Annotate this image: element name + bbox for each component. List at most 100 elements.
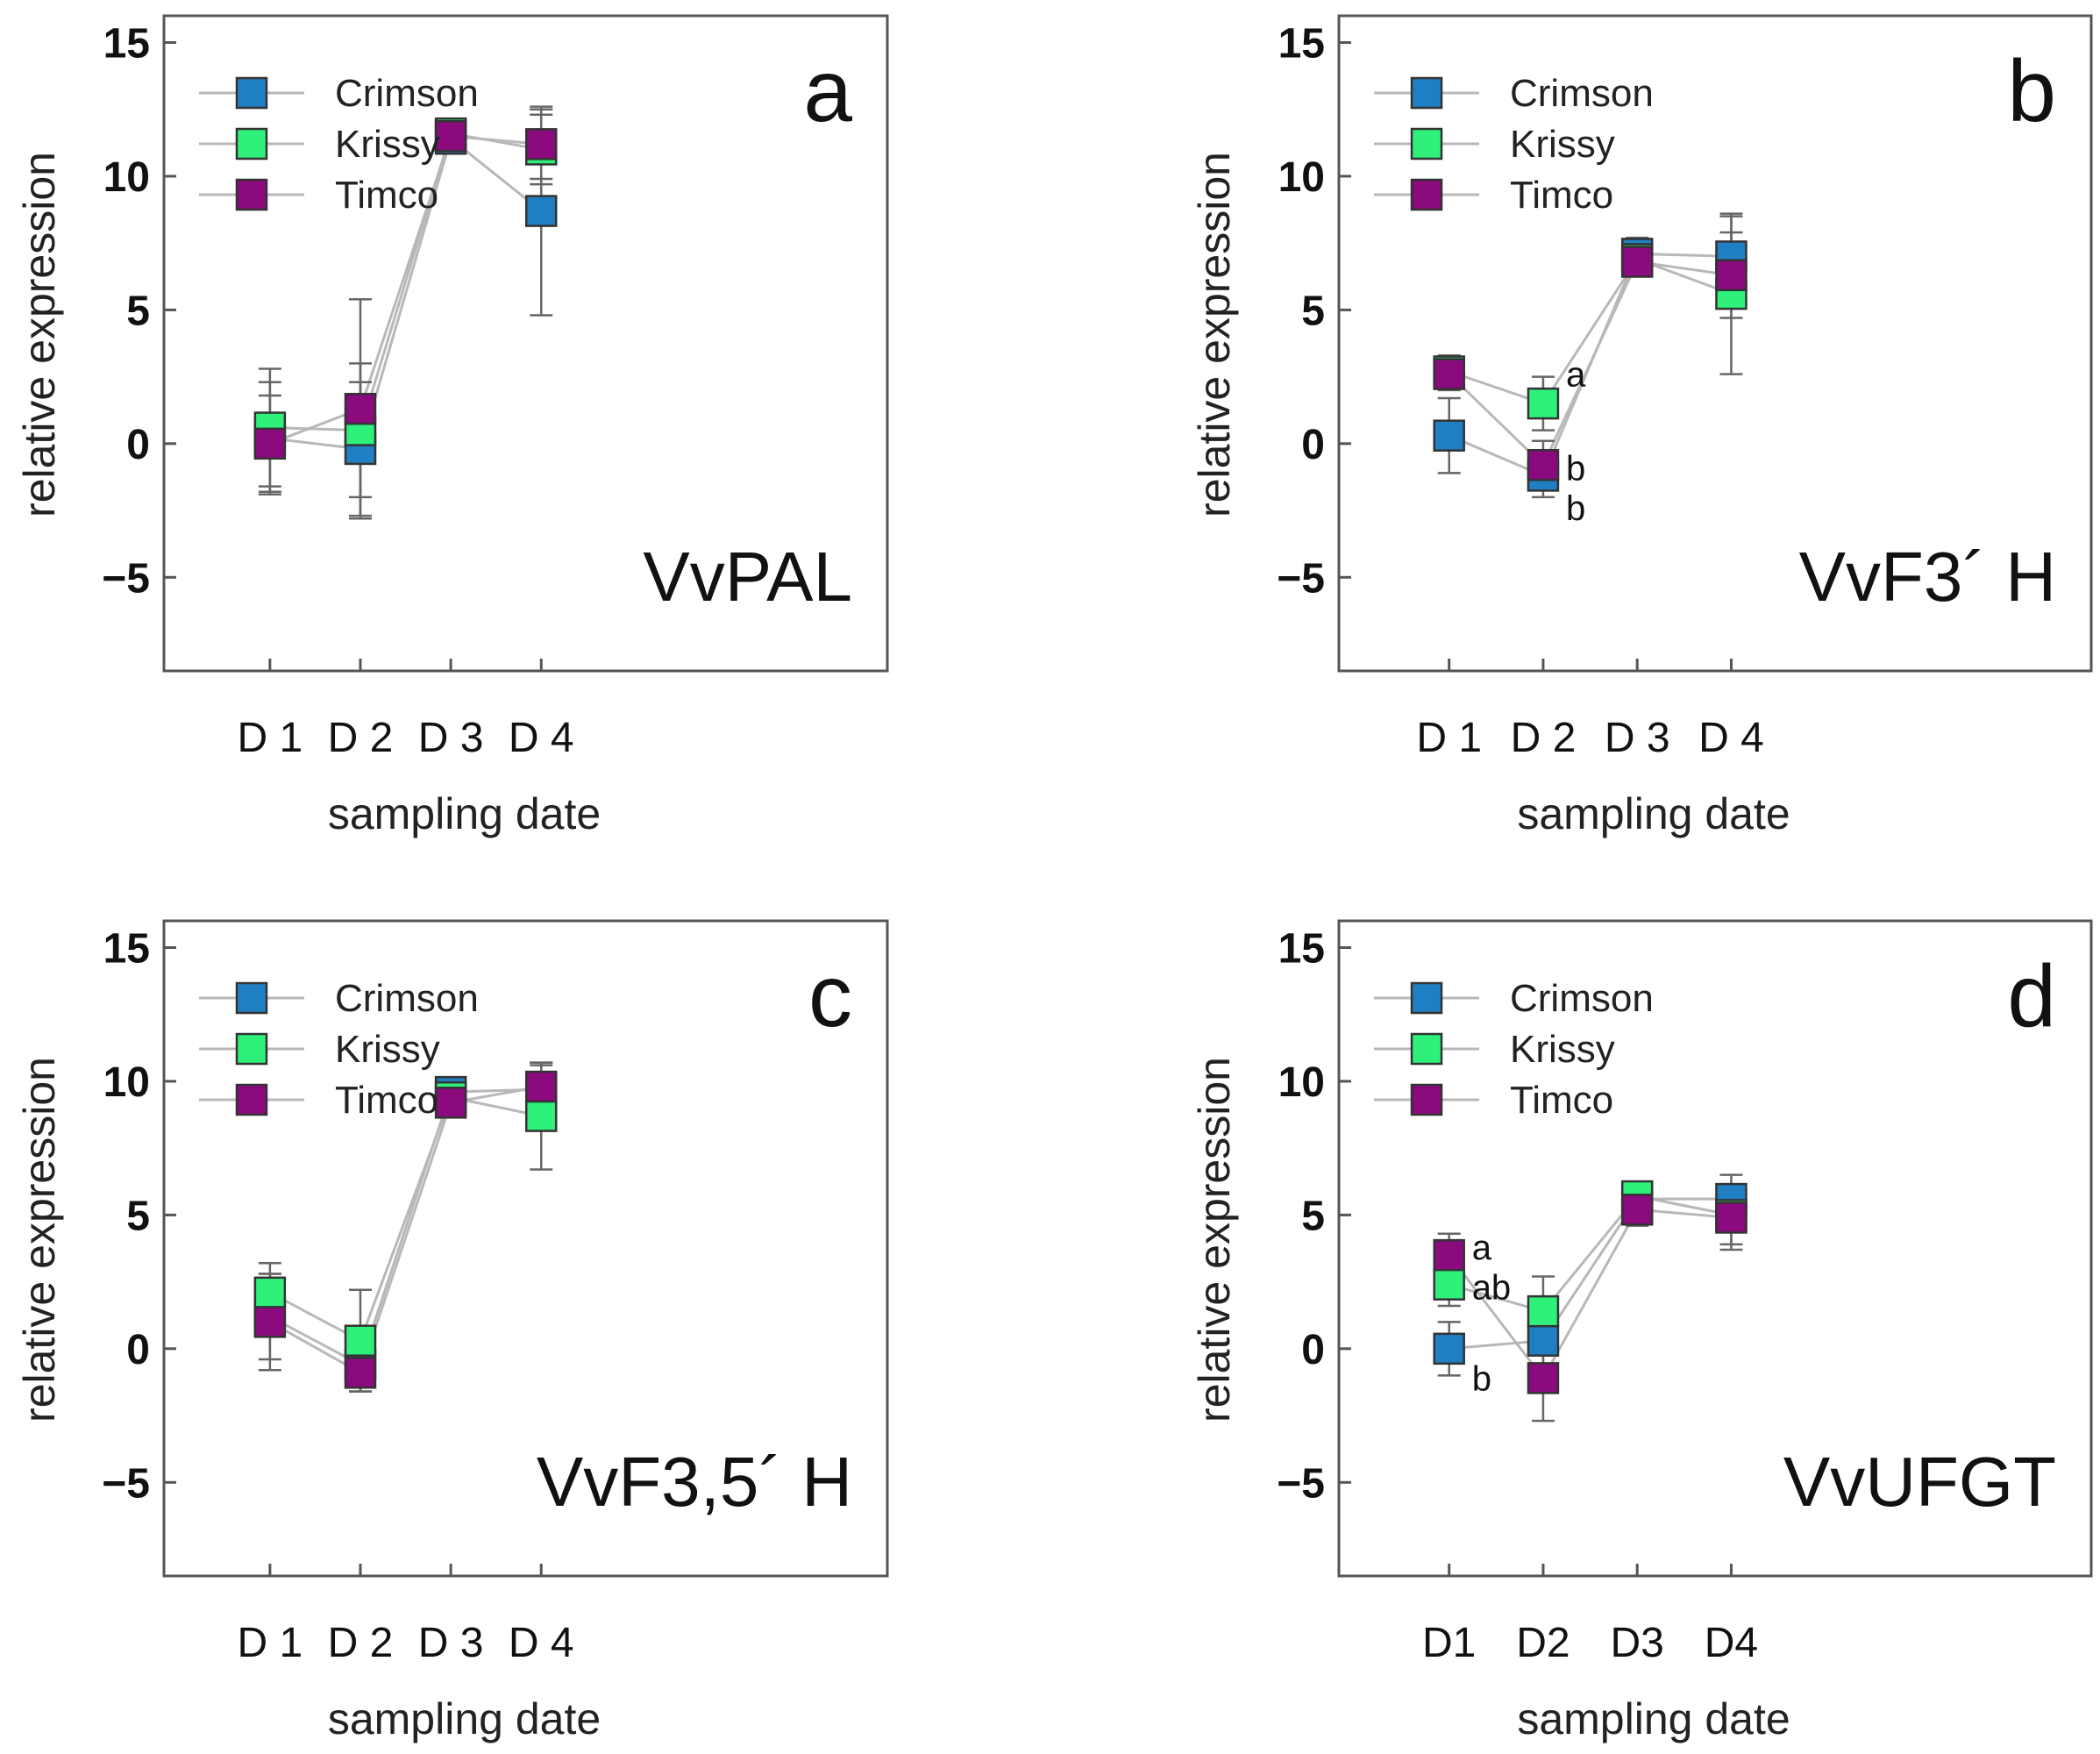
legend-swatch-crimson [235,76,268,110]
significance-letter: a [1472,1229,1492,1267]
point-timco [1433,1238,1465,1272]
y-tick-label: −5 [1277,1460,1325,1507]
significance-letter: b [1472,1359,1491,1398]
y-tick-label: 5 [126,288,150,334]
significance-letter: b [1566,449,1585,488]
x-tick-label: D 1 [1416,715,1482,761]
legend-label-timco: Timco [1510,1079,1613,1122]
panel-letter: d [2007,947,2056,1045]
legend: Crimson Krissy Timco [1374,72,1654,217]
legend: Crimson Krissy Timco [1374,977,1654,1122]
x-axis-title: sampling date [1517,1694,1790,1743]
point-timco [434,1087,467,1119]
legend-label-timco: Timco [335,174,438,217]
x-axis-title: sampling date [328,1694,601,1743]
series-line-crimson [1449,1197,1732,1351]
x-tick-label: D1 [1422,1620,1476,1666]
legend-label-crimson: Crimson [335,72,479,115]
panel-d: 15 10 5 0 −5 D1 D2 D3 D4 sampling date relative ex… [1190,919,2093,1743]
y-tick-label: 0 [126,1327,150,1373]
point-krissy [1433,1268,1465,1301]
x-tick-label: D 3 [418,715,484,761]
y-tick-label: 10 [103,1059,150,1106]
series-line-krissy [269,132,542,432]
point-timco [253,427,287,460]
point-timco [524,1070,558,1103]
y-axis-title: relative expression [15,1057,64,1422]
x-tick-label: D 2 [328,715,394,761]
legend-label-krissy: Krissy [1510,1028,1615,1071]
legend-swatch-timco [235,178,268,211]
legend-swatch-timco [1410,1083,1443,1116]
legend-swatch-timco [1410,178,1443,211]
point-krissy [524,1100,558,1132]
legend-swatch-krissy [1410,127,1443,160]
plot-frame [162,14,889,673]
series-line-timco [269,134,542,446]
plot-frame [162,919,889,1578]
x-tick-label: D 2 [328,1620,394,1666]
point-timco [434,119,467,153]
x-tick-label: D 4 [509,715,574,761]
y-axis-title: relative expression [15,152,64,517]
legend-label-crimson: Crimson [1510,977,1654,1020]
panel-b: 15 10 5 0 −5 D 1 D 2 D 3 D 4 sampling date relativ… [1190,14,2093,838]
x-axis-title: sampling date [1517,789,1790,838]
y-tick-label: 15 [1278,20,1325,67]
legend-label-krissy: Krissy [1510,123,1615,166]
legend: Crimson Krissy Timco [199,72,479,217]
legend-label-timco: Timco [1510,174,1613,217]
x-tick-label: D 2 [1511,715,1577,761]
y-tick-label: −5 [1277,555,1325,602]
y-tick-label: 0 [1301,422,1325,468]
significance-letter: ab [1472,1269,1512,1308]
legend-label-krissy: Krissy [335,1028,440,1071]
series-line-timco [269,1085,542,1375]
point-timco [1715,259,1748,292]
panel-c: 15 10 5 0 −5 D 1 D 2 D 3 D 4 sampling date relativ… [15,919,889,1743]
legend-label-timco: Timco [335,1079,438,1122]
y-tick-label: 10 [1278,154,1325,201]
y-tick-label: 15 [103,20,150,67]
point-timco [1527,1362,1560,1394]
point-crimson [1433,419,1465,452]
point-timco [1527,448,1560,481]
point-krissy [1527,1294,1560,1328]
x-tick-label: D2 [1516,1620,1570,1666]
series-line-timco [1448,1208,1732,1381]
point-timco [253,1306,287,1338]
gene-label: VvPAL [643,538,852,616]
y-tick-label: 0 [1301,1327,1325,1373]
legend-label-crimson: Crimson [1510,72,1654,115]
point-timco [1715,1201,1748,1234]
y-tick-label: 10 [103,154,150,201]
series-line-timco [1448,260,1732,467]
gene-label: VvF3´ H [1799,538,2056,616]
y-tick-label: 15 [103,925,150,972]
legend-swatch-crimson [1410,76,1443,110]
legend-label-crimson: Crimson [335,977,479,1020]
point-krissy [344,1324,377,1357]
legend: Crimson Krissy Timco [199,977,479,1122]
x-tick-label: D3 [1611,1620,1664,1666]
panel-letter: c [808,947,852,1045]
point-krissy [1527,387,1560,420]
y-axis-title: relative expression [1190,1057,1239,1422]
point-krissy [253,1276,287,1309]
legend-swatch-timco [235,1083,268,1116]
x-tick-label: D 1 [238,715,303,761]
x-tick-label: D 1 [238,1620,303,1666]
significance-letter: b [1566,489,1585,528]
legend-swatch-krissy [1410,1032,1443,1066]
point-crimson [1527,1324,1560,1357]
plot-frame [1337,14,2093,673]
point-timco [1620,1194,1654,1226]
x-axis-title: sampling date [328,789,601,838]
panel-letter: b [2007,42,2056,140]
legend-label-krissy: Krissy [335,123,440,166]
legend-swatch-crimson [1410,981,1443,1015]
y-tick-label: 15 [1278,925,1325,972]
point-timco [344,1357,377,1389]
point-crimson [524,195,558,227]
